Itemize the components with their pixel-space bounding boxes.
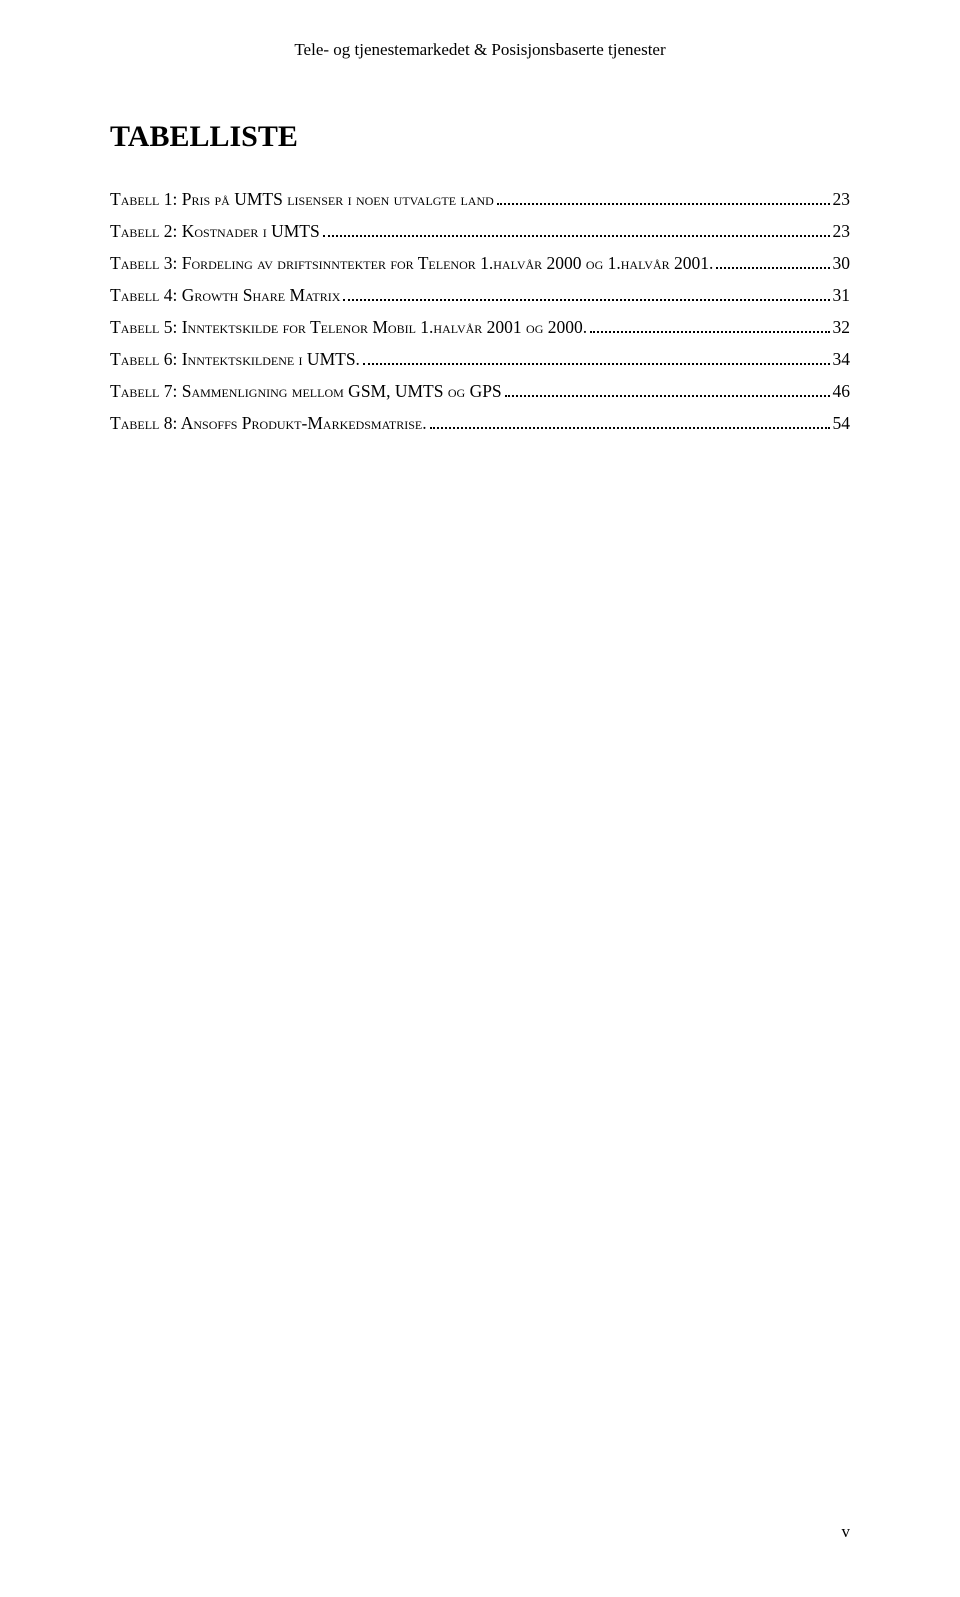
toc-dots [430, 427, 830, 429]
toc-entry: Tabell 4: Growth Share Matrix 31 [110, 285, 850, 306]
toc-entry-page: 54 [833, 413, 851, 434]
toc-dots [497, 203, 830, 205]
toc-entry-label: Tabell 4: Growth Share Matrix [110, 285, 340, 306]
toc-entry: Tabell 1: Pris på UMTS lisenser i noen u… [110, 189, 850, 210]
toc-list: Tabell 1: Pris på UMTS lisenser i noen u… [110, 189, 850, 434]
toc-entry-page: 31 [833, 285, 851, 306]
toc-entry-label: Tabell 5: Inntektskilde for Telenor Mobi… [110, 317, 587, 338]
toc-entry-page: 34 [833, 349, 851, 370]
toc-dots [590, 331, 829, 333]
toc-dots [343, 299, 829, 301]
toc-entry-page: 30 [833, 253, 851, 274]
toc-dots [323, 235, 830, 237]
toc-dots [716, 267, 829, 269]
toc-entry-label: Tabell 8: Ansoffs Produkt-Markedsmatrise… [110, 413, 427, 434]
toc-entry-page: 23 [833, 221, 851, 242]
toc-entry: Tabell 6: Inntektskildene i UMTS. 34 [110, 349, 850, 370]
toc-dots [363, 363, 830, 365]
page-number: v [842, 1522, 851, 1542]
toc-entry: Tabell 7: Sammenligning mellom GSM, UMTS… [110, 381, 850, 402]
toc-entry-page: 23 [833, 189, 851, 210]
toc-title: TABELLISTE [110, 120, 850, 154]
toc-entry-label: Tabell 2: Kostnader i UMTS [110, 221, 320, 242]
toc-entry-label: Tabell 1: Pris på UMTS lisenser i noen u… [110, 189, 494, 210]
toc-entry-page: 32 [833, 317, 851, 338]
toc-entry: Tabell 5: Inntektskilde for Telenor Mobi… [110, 317, 850, 338]
toc-entry-page: 46 [833, 381, 851, 402]
toc-entry-label: Tabell 7: Sammenligning mellom GSM, UMTS… [110, 381, 502, 402]
page-header: Tele- og tjenestemarkedet & Posisjonsbas… [110, 40, 850, 60]
toc-entry-label: Tabell 6: Inntektskildene i UMTS. [110, 349, 360, 370]
toc-entry: Tabell 8: Ansoffs Produkt-Markedsmatrise… [110, 413, 850, 434]
toc-entry-label: Tabell 3: Fordeling av driftsinntekter f… [110, 253, 713, 274]
toc-entry: Tabell 2: Kostnader i UMTS 23 [110, 221, 850, 242]
toc-entry: Tabell 3: Fordeling av driftsinntekter f… [110, 253, 850, 274]
toc-dots [505, 395, 830, 397]
